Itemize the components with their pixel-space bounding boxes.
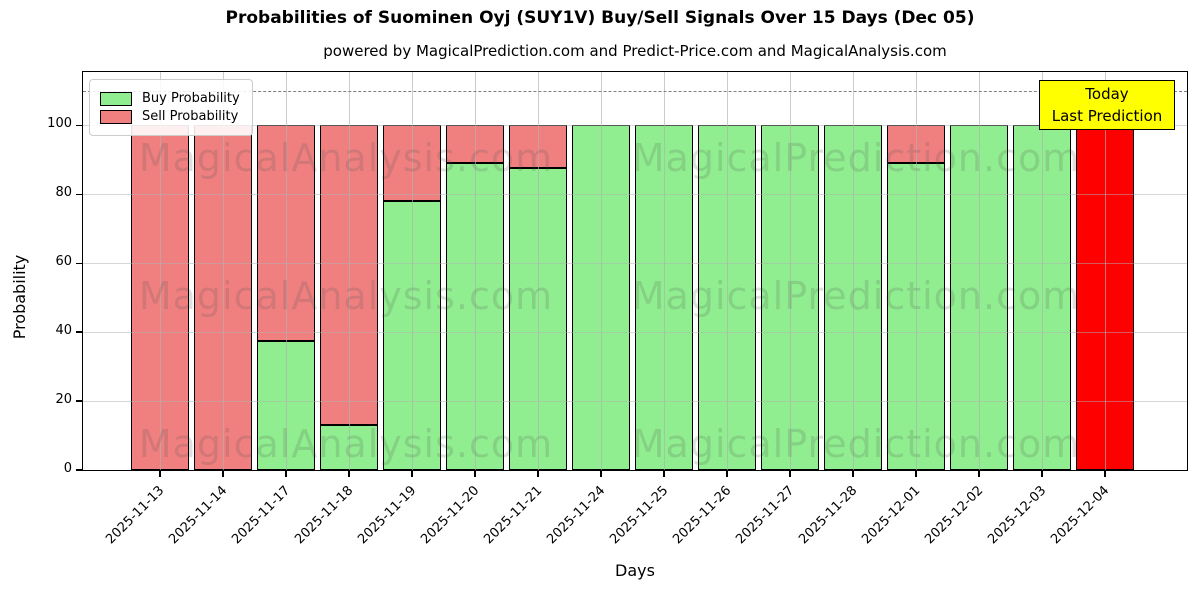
x-axis-label: Days: [615, 561, 655, 580]
x-tick-2025-11-27: [789, 471, 791, 477]
legend-buy-swatch: [100, 91, 132, 106]
x-tick-2025-12-02: [978, 471, 980, 477]
x-tick-2025-11-14: [222, 471, 224, 477]
x-tick-2025-12-03: [1041, 471, 1043, 477]
gridline-x-2025-11-28: [853, 72, 854, 470]
gridline-x-2025-11-13: [160, 72, 161, 470]
gridline-y-20: [83, 401, 1187, 403]
threshold-dashed-line: [83, 90, 1187, 92]
y-tick-label-100: 100: [47, 116, 72, 132]
x-tick-2025-11-26: [726, 471, 728, 477]
y-tick-label-40: 40: [55, 323, 72, 339]
x-tick-2025-11-21: [537, 471, 539, 477]
y-tick-60: [76, 262, 82, 264]
watermark-right-row1: MagicalPrediction.com: [631, 136, 1081, 180]
y-tick-label-0: 0: [63, 461, 72, 476]
today-annotation-box: Today Last Prediction: [1039, 80, 1175, 130]
chart-subtitle: powered by MagicalPrediction.com and Pre…: [323, 42, 947, 60]
legend-row-sell: Sell Probability: [100, 109, 240, 124]
y-tick-label-60: 60: [55, 254, 72, 270]
gridline-y-40: [83, 332, 1187, 334]
gridline-x-2025-11-14: [223, 72, 224, 470]
gridline-y-60: [83, 263, 1187, 265]
x-tick-2025-11-25: [663, 471, 665, 477]
gridline-x-2025-11-19: [412, 72, 413, 470]
x-tick-2025-11-19: [411, 471, 413, 477]
y-tick-20: [76, 400, 82, 402]
y-tick-0: [76, 469, 82, 471]
x-tick-2025-11-13: [159, 471, 161, 477]
legend: Buy Probability Sell Probability: [89, 79, 253, 136]
x-tick-2025-11-28: [852, 471, 854, 477]
gridline-y-100: [83, 125, 1187, 127]
x-tick-2025-12-04: [1104, 471, 1106, 477]
chart-title: Probabilities of Suominen Oyj (SUY1V) Bu…: [225, 8, 975, 28]
gridline-x-2025-11-24: [601, 72, 602, 470]
watermark-right-row3: MagicalPrediction.com: [631, 422, 1081, 466]
y-tick-label-80: 80: [55, 185, 72, 201]
gridline-x-2025-11-17: [286, 72, 287, 470]
x-tick-2025-11-20: [474, 471, 476, 477]
x-tick-2025-11-18: [348, 471, 350, 477]
gridline-x-2025-11-18: [349, 72, 350, 470]
legend-sell-swatch: [100, 109, 132, 124]
x-tick-2025-11-17: [285, 471, 287, 477]
watermark-left-row2: MagicalAnalysis.com: [138, 274, 554, 318]
y-tick-label-20: 20: [55, 392, 72, 408]
gridline-x-2025-11-25: [664, 72, 665, 470]
today-annotation-line1: Today: [1085, 85, 1129, 103]
gridline-x-2025-12-01: [916, 72, 917, 470]
x-tick-2025-12-01: [915, 471, 917, 477]
gridline-x-2025-11-27: [790, 72, 791, 470]
x-tick-2025-11-24: [600, 471, 602, 477]
gridline-x-2025-12-03: [1042, 72, 1043, 470]
watermark-left-row1: MagicalAnalysis.com: [138, 136, 554, 180]
gridline-x-2025-11-21: [538, 72, 539, 470]
legend-buy-label: Buy Probability: [142, 91, 240, 106]
gridline-x-2025-11-26: [727, 72, 728, 470]
watermark-left-row3: MagicalAnalysis.com: [138, 422, 554, 466]
gridline-x-2025-11-20: [475, 72, 476, 470]
y-tick-40: [76, 331, 82, 333]
gridline-y-80: [83, 194, 1187, 196]
today-annotation-line2: Last Prediction: [1051, 107, 1163, 125]
legend-row-buy: Buy Probability: [100, 91, 240, 106]
watermark-right-row2: MagicalPrediction.com: [631, 274, 1081, 318]
plot-area: MagicalAnalysis.com MagicalPrediction.com…: [82, 71, 1188, 471]
y-tick-100: [76, 124, 82, 127]
legend-sell-label: Sell Probability: [142, 109, 239, 124]
gridline-x-2025-12-04: [1105, 72, 1106, 470]
gridline-x-2025-12-02: [979, 72, 980, 470]
y-axis-label: Probability: [10, 254, 29, 340]
y-tick-80: [76, 193, 82, 196]
